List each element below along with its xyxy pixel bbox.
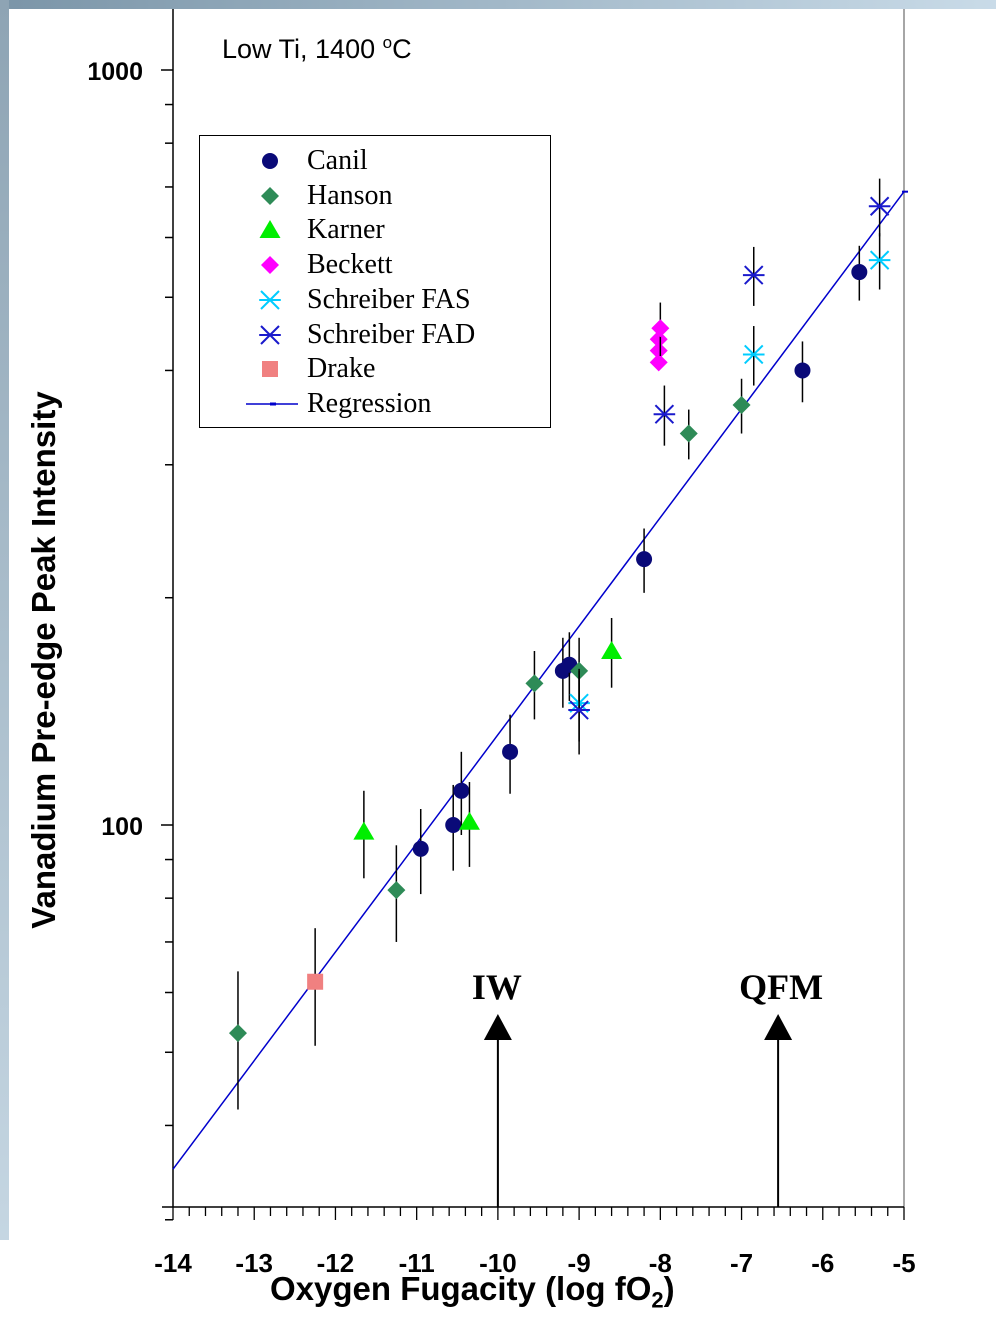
x-tick-label: -7 bbox=[730, 1248, 753, 1278]
x-tick-label: -11 bbox=[399, 1248, 435, 1278]
hanson-point bbox=[228, 1024, 247, 1043]
legend-symbol bbox=[259, 324, 281, 345]
x-tick-label: -14 bbox=[154, 1248, 192, 1278]
legend-label: Regression bbox=[307, 387, 432, 419]
schreiber-fas-point bbox=[742, 344, 765, 365]
window-left-border bbox=[0, 0, 9, 1240]
beckett-point bbox=[649, 330, 668, 349]
legend-marker-schreiber-fad bbox=[259, 324, 281, 345]
legend-marker-hanson bbox=[261, 186, 279, 205]
legend-symbol bbox=[262, 361, 278, 378]
canil-point bbox=[445, 817, 462, 833]
legend-symbol bbox=[259, 220, 281, 239]
legend-label: Schreiber FAD bbox=[307, 318, 476, 350]
x-tick-label: -8 bbox=[649, 1248, 672, 1278]
canil-point bbox=[851, 264, 868, 281]
schreiber-fas-point bbox=[868, 250, 891, 270]
y-axis-label: Vanadium Pre-edge Peak Intensity bbox=[25, 391, 62, 929]
hanson-point bbox=[387, 881, 406, 900]
canil-point bbox=[502, 743, 519, 760]
legend-symbol bbox=[259, 290, 281, 310]
legend-label: Canil bbox=[307, 145, 368, 176]
legend-label: Beckett bbox=[307, 249, 393, 281]
schreiber-fad-point bbox=[568, 700, 590, 720]
legend-marker-drake bbox=[262, 361, 278, 378]
legend-item-regression: Regression bbox=[200, 387, 550, 421]
qfm-arrow-label: QFM bbox=[739, 967, 824, 1007]
legend-marker-schreiber-fas bbox=[259, 290, 281, 310]
legend-item-schreiber-fas: Schreiber FAS bbox=[200, 283, 550, 317]
canil-point bbox=[453, 782, 470, 799]
hanson-point bbox=[679, 424, 698, 443]
y-tick-label: 100 bbox=[101, 813, 143, 841]
legend-marker-regression bbox=[246, 402, 298, 406]
x-tick-label: -12 bbox=[317, 1248, 355, 1278]
iw-arrow-label: IW bbox=[471, 967, 522, 1007]
legend-label: Drake bbox=[307, 353, 376, 385]
qfm-arrow-head bbox=[764, 1014, 793, 1040]
reference-arrows bbox=[483, 1014, 793, 1207]
x-tick-label: -6 bbox=[811, 1248, 834, 1278]
data-points bbox=[228, 178, 891, 1110]
canil-point bbox=[412, 840, 429, 857]
y-tick-label: 1000 bbox=[87, 58, 143, 86]
iw-arrow-head bbox=[483, 1014, 512, 1040]
x-tick-label: -5 bbox=[892, 1248, 915, 1278]
schreiber-fad-point bbox=[653, 404, 676, 424]
legend: Canil Hanson Karner Beckett Schreiber FAS Sch… bbox=[199, 135, 551, 428]
beckett-point bbox=[649, 353, 668, 372]
y-axis-ticks: 100 1000 bbox=[87, 58, 173, 1221]
beckett-point bbox=[651, 319, 670, 338]
legend-marker-canil bbox=[262, 153, 278, 169]
x-tick-label: -13 bbox=[235, 1248, 273, 1278]
legend-item-karner: Karner bbox=[200, 213, 550, 247]
legend-label: Karner bbox=[307, 214, 385, 246]
legend-marker-karner bbox=[259, 220, 281, 239]
x-tick-label: -10 bbox=[479, 1248, 517, 1278]
canil-point bbox=[794, 362, 811, 379]
karner-point bbox=[458, 811, 480, 830]
legend-symbol bbox=[261, 186, 279, 205]
legend-label: Hanson bbox=[307, 179, 393, 211]
schreiber-fad-point bbox=[742, 265, 765, 285]
legend-label: Schreiber FAS bbox=[307, 283, 471, 315]
x-axis-ticks: -14 -13 -12 -11 -10 -9 -8 -7 -6 -5 bbox=[154, 1207, 916, 1278]
karner-point bbox=[353, 821, 375, 840]
hanson-point bbox=[525, 674, 544, 693]
chart-annotation: Low Ti, 1400 oC bbox=[222, 33, 412, 64]
x-tick-label: -9 bbox=[568, 1248, 591, 1278]
legend-item-canil: Canil bbox=[200, 144, 550, 178]
legend-item-drake: Drake bbox=[200, 352, 550, 386]
legend-item-beckett: Beckett bbox=[200, 248, 550, 282]
beckett-point bbox=[649, 341, 668, 360]
karner-point bbox=[601, 641, 623, 660]
window-top-border bbox=[0, 0, 996, 9]
legend-symbol bbox=[261, 256, 279, 275]
legend-item-hanson: Hanson bbox=[200, 179, 550, 213]
schreiber-fad-point bbox=[868, 196, 891, 216]
x-axis-label: Oxygen Fugacity (log fO2) bbox=[270, 1270, 675, 1313]
canil-point bbox=[636, 551, 653, 568]
hanson-point bbox=[732, 395, 751, 414]
drake-point bbox=[307, 973, 324, 990]
legend-marker-beckett bbox=[261, 256, 279, 275]
legend-symbol bbox=[262, 153, 278, 169]
legend-item-schreiber-fad: Schreiber FAD bbox=[200, 318, 550, 352]
